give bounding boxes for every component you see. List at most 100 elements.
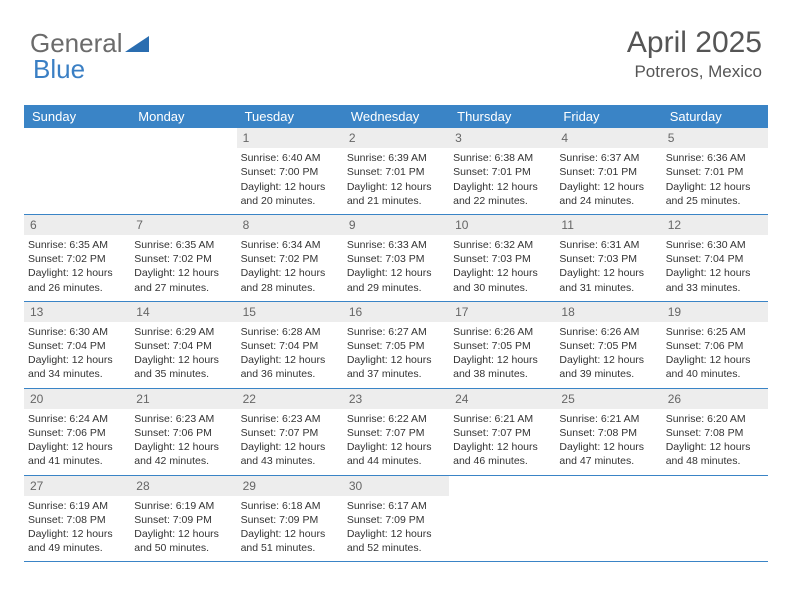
day-body: Sunrise: 6:22 AMSunset: 7:07 PMDaylight:… — [343, 409, 449, 475]
sunset-line: Sunset: 7:01 PM — [559, 165, 657, 179]
day-cell: 30Sunrise: 6:17 AMSunset: 7:09 PMDayligh… — [343, 476, 449, 562]
day-cell: 16Sunrise: 6:27 AMSunset: 7:05 PMDayligh… — [343, 302, 449, 388]
day-cell: 7Sunrise: 6:35 AMSunset: 7:02 PMDaylight… — [130, 215, 236, 301]
daylight-line: Daylight: 12 hours and 31 minutes. — [559, 266, 657, 294]
daylight-line: Daylight: 12 hours and 39 minutes. — [559, 353, 657, 381]
day-number: 7 — [130, 215, 236, 235]
day-number: 2 — [343, 128, 449, 148]
sunrise-line: Sunrise: 6:18 AM — [241, 499, 339, 513]
sunset-line: Sunset: 7:07 PM — [241, 426, 339, 440]
day-body: Sunrise: 6:26 AMSunset: 7:05 PMDaylight:… — [555, 322, 661, 388]
daylight-line: Daylight: 12 hours and 28 minutes. — [241, 266, 339, 294]
day-body: Sunrise: 6:30 AMSunset: 7:04 PMDaylight:… — [662, 235, 768, 301]
daylight-line: Daylight: 12 hours and 30 minutes. — [453, 266, 551, 294]
day-cell: 25Sunrise: 6:21 AMSunset: 7:08 PMDayligh… — [555, 389, 661, 475]
dow-thursday: Thursday — [449, 105, 555, 128]
sunrise-line: Sunrise: 6:20 AM — [666, 412, 764, 426]
sunrise-line: Sunrise: 6:23 AM — [134, 412, 232, 426]
sunrise-line: Sunrise: 6:31 AM — [559, 238, 657, 252]
day-cell: 26 Sunrise: 6:20 AMSunset: 7:08 PMDayligh… — [662, 389, 768, 475]
day-number: 3 — [449, 128, 555, 148]
day-body: Sunrise: 6:35 AMSunset: 7:02 PMDaylight:… — [130, 235, 236, 301]
day-cell: 11Sunrise: 6:31 AMSunset: 7:03 PMDayligh… — [555, 215, 661, 301]
sunrise-line: Sunrise: 6:19 AM — [28, 499, 126, 513]
sunset-line: Sunset: 7:05 PM — [347, 339, 445, 353]
day-body: Sunrise: 6:33 AMSunset: 7:03 PMDaylight:… — [343, 235, 449, 301]
day-number: 27 — [24, 476, 130, 496]
daylight-line: Daylight: 12 hours and 42 minutes. — [134, 440, 232, 468]
day-number: 1 — [237, 128, 343, 148]
day-body: Sunrise: 6:27 AMSunset: 7:05 PMDaylight:… — [343, 322, 449, 388]
sunrise-line: Sunrise: 6:32 AM — [453, 238, 551, 252]
day-number: 26 — [662, 389, 768, 409]
sunrise-line: Sunrise: 6:40 AM — [241, 151, 339, 165]
sunset-line: Sunset: 7:07 PM — [347, 426, 445, 440]
week-row: 27Sunrise: 6:19 AMSunset: 7:08 PMDayligh… — [24, 476, 768, 563]
sunset-line: Sunset: 7:05 PM — [453, 339, 551, 353]
daylight-line: Daylight: 12 hours and 48 minutes. — [666, 440, 764, 468]
sunset-line: Sunset: 7:01 PM — [347, 165, 445, 179]
day-cell: 13Sunrise: 6:30 AMSunset: 7:04 PMDayligh… — [24, 302, 130, 388]
sunset-line: Sunset: 7:03 PM — [347, 252, 445, 266]
sunrise-line: Sunrise: 6:38 AM — [453, 151, 551, 165]
dow-saturday: Saturday — [662, 105, 768, 128]
dow-tuesday: Tuesday — [237, 105, 343, 128]
day-number: 14 — [130, 302, 236, 322]
day-cell: 28Sunrise: 6:19 AMSunset: 7:09 PMDayligh… — [130, 476, 236, 562]
day-body: Sunrise: 6:23 AMSunset: 7:07 PMDaylight:… — [237, 409, 343, 475]
daylight-line: Daylight: 12 hours and 44 minutes. — [347, 440, 445, 468]
day-cell: 12Sunrise: 6:30 AMSunset: 7:04 PMDayligh… — [662, 215, 768, 301]
daylight-line: Daylight: 12 hours and 29 minutes. — [347, 266, 445, 294]
day-cell: 20Sunrise: 6:24 AMSunset: 7:06 PMDayligh… — [24, 389, 130, 475]
sunrise-line: Sunrise: 6:21 AM — [559, 412, 657, 426]
sunset-line: Sunset: 7:08 PM — [666, 426, 764, 440]
day-number: 12 — [662, 215, 768, 235]
sunrise-line: Sunrise: 6:36 AM — [666, 151, 764, 165]
sunrise-line: Sunrise: 6:33 AM — [347, 238, 445, 252]
day-cell: 10Sunrise: 6:32 AMSunset: 7:03 PMDayligh… — [449, 215, 555, 301]
header-right: April 2025 Potreros, Mexico — [627, 26, 762, 82]
week-row: 20Sunrise: 6:24 AMSunset: 7:06 PMDayligh… — [24, 389, 768, 476]
day-cell: 9Sunrise: 6:33 AMSunset: 7:03 PMDaylight… — [343, 215, 449, 301]
day-body: Sunrise: 6:36 AMSunset: 7:01 PMDaylight:… — [662, 148, 768, 214]
day-cell: 21Sunrise: 6:23 AMSunset: 7:06 PMDayligh… — [130, 389, 236, 475]
day-body: Sunrise: 6:31 AMSunset: 7:03 PMDaylight:… — [555, 235, 661, 301]
sunset-line: Sunset: 7:08 PM — [559, 426, 657, 440]
day-body: Sunrise: 6:39 AMSunset: 7:01 PMDaylight:… — [343, 148, 449, 214]
sunset-line: Sunset: 7:05 PM — [559, 339, 657, 353]
sunrise-line: Sunrise: 6:30 AM — [28, 325, 126, 339]
day-cell: .. — [449, 476, 555, 562]
sunrise-line: Sunrise: 6:35 AM — [134, 238, 232, 252]
day-cell: 23Sunrise: 6:22 AMSunset: 7:07 PMDayligh… — [343, 389, 449, 475]
daylight-line: Daylight: 12 hours and 33 minutes. — [666, 266, 764, 294]
day-body: Sunrise: 6:32 AMSunset: 7:03 PMDaylight:… — [449, 235, 555, 301]
day-body: Sunrise: 6:40 AMSunset: 7:00 PMDaylight:… — [237, 148, 343, 214]
daylight-line: Daylight: 12 hours and 21 minutes. — [347, 180, 445, 208]
sunset-line: Sunset: 7:04 PM — [28, 339, 126, 353]
daylight-line: Daylight: 12 hours and 22 minutes. — [453, 180, 551, 208]
day-body: Sunrise: 6:21 AMSunset: 7:07 PMDaylight:… — [449, 409, 555, 475]
day-number: 10 — [449, 215, 555, 235]
day-number: 17 — [449, 302, 555, 322]
day-body: Sunrise: 6:30 AMSunset: 7:04 PMDaylight:… — [24, 322, 130, 388]
day-cell: 6Sunrise: 6:35 AMSunset: 7:02 PMDaylight… — [24, 215, 130, 301]
day-body: Sunrise: 6:24 AMSunset: 7:06 PMDaylight:… — [24, 409, 130, 475]
sunset-line: Sunset: 7:02 PM — [28, 252, 126, 266]
day-cell: 14Sunrise: 6:29 AMSunset: 7:04 PMDayligh… — [130, 302, 236, 388]
day-body: Sunrise: 6:37 AMSunset: 7:01 PMDaylight:… — [555, 148, 661, 214]
sunrise-line: Sunrise: 6:29 AM — [134, 325, 232, 339]
dow-friday: Friday — [555, 105, 661, 128]
daylight-line: Daylight: 12 hours and 47 minutes. — [559, 440, 657, 468]
brand-triangle-icon — [125, 34, 151, 54]
sunrise-line: Sunrise: 6:26 AM — [453, 325, 551, 339]
day-number: 20 — [24, 389, 130, 409]
day-body: Sunrise: 6:26 AMSunset: 7:05 PMDaylight:… — [449, 322, 555, 388]
sunset-line: Sunset: 7:06 PM — [134, 426, 232, 440]
sunset-line: Sunset: 7:01 PM — [453, 165, 551, 179]
day-body: Sunrise: 6:18 AMSunset: 7:09 PMDaylight:… — [237, 496, 343, 562]
sunrise-line: Sunrise: 6:35 AM — [28, 238, 126, 252]
dow-sunday: Sunday — [24, 105, 130, 128]
brand-part2: Blue — [33, 54, 85, 85]
day-cell: 19Sunrise: 6:25 AMSunset: 7:06 PMDayligh… — [662, 302, 768, 388]
day-cell: 24Sunrise: 6:21 AMSunset: 7:07 PMDayligh… — [449, 389, 555, 475]
